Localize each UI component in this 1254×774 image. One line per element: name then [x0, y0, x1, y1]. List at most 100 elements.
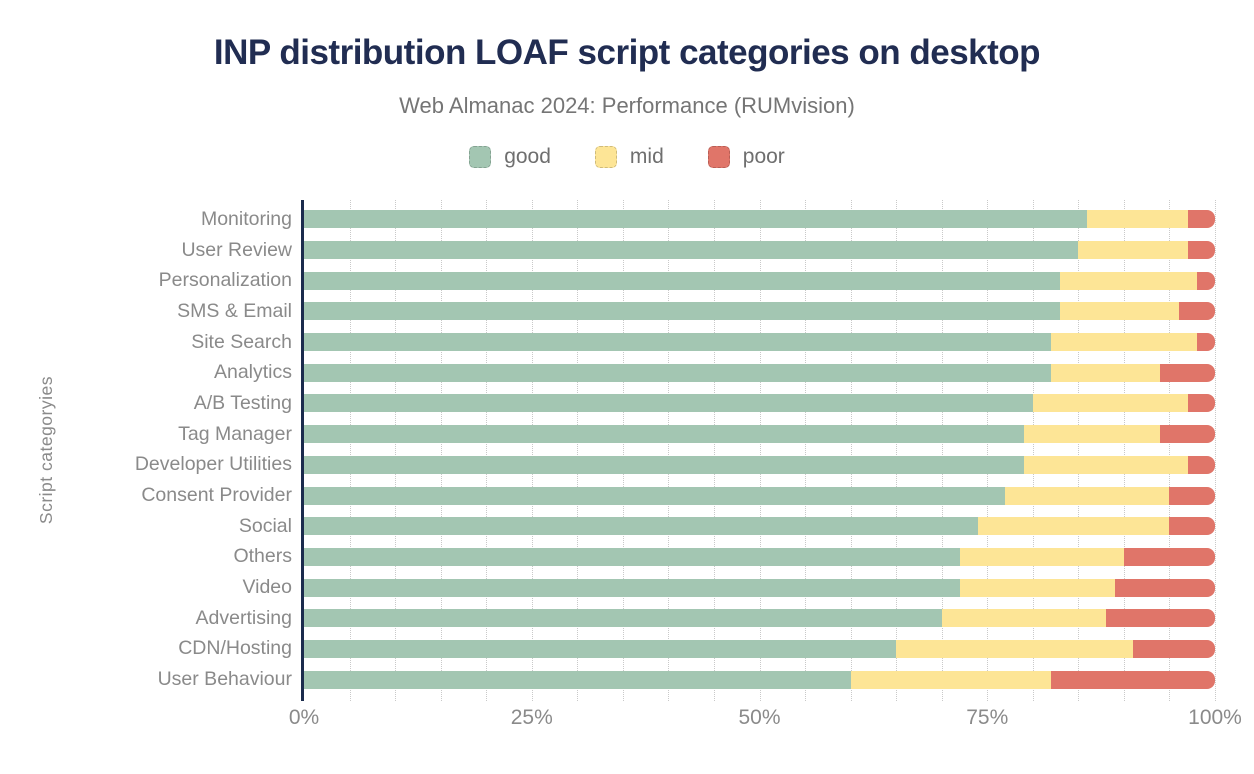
- page-subtitle: Web Almanac 2024: Performance (RUMvision…: [399, 93, 855, 118]
- stacked-bar: [304, 455, 1215, 474]
- stacked-bar: [304, 425, 1215, 444]
- minor-gridline: [896, 200, 898, 701]
- minor-gridline: [349, 200, 351, 701]
- bar-segment-poor: [1051, 670, 1215, 689]
- bar-segment-mid: [1087, 210, 1188, 229]
- bar-segment-good: [304, 670, 851, 689]
- bar-row: Site Search: [0, 327, 1215, 358]
- category-label: SMS & Email: [177, 299, 292, 322]
- category-label: Site Search: [191, 330, 292, 353]
- bar-row: SMS & Email: [0, 296, 1215, 327]
- category-label: Developer Utilities: [134, 453, 292, 476]
- bar-row: A/B Testing: [0, 388, 1215, 419]
- bar-segment-good: [304, 425, 1024, 444]
- stacked-bar: [304, 363, 1215, 382]
- stacked-bar: [304, 394, 1215, 413]
- bar-segment-good: [304, 210, 1088, 229]
- bar-segment-mid: [1023, 455, 1188, 474]
- bar-segment-good: [304, 394, 1033, 413]
- bar-segment-good: [304, 486, 1006, 505]
- bar-segment-mid: [1060, 271, 1197, 290]
- x-axis-tick-label: 25%: [510, 706, 553, 729]
- bar-segment-mid: [1060, 302, 1179, 321]
- bar-segment-mid: [850, 670, 1051, 689]
- x-axis-tick-label: 0%: [288, 706, 320, 729]
- minor-gridline: [1123, 200, 1125, 701]
- legend-label-mid: mid: [629, 145, 664, 168]
- minor-gridline: [1169, 200, 1171, 701]
- category-label: User Behaviour: [157, 668, 292, 691]
- bar-segment-good: [304, 517, 979, 536]
- minor-gridline: [850, 200, 852, 701]
- stacked-bar: [304, 639, 1215, 658]
- stacked-bar: [304, 302, 1215, 321]
- minor-gridline: [486, 200, 488, 701]
- category-label: Video: [242, 576, 292, 599]
- bar-segment-poor: [1196, 271, 1215, 290]
- page-title: INP distribution LOAF script categories …: [213, 33, 1041, 72]
- bar-row: Personalization: [0, 265, 1215, 296]
- bar-segment-good: [304, 455, 1024, 474]
- x-axis-tick-label: 75%: [966, 706, 1009, 729]
- minor-gridline: [622, 200, 624, 701]
- bar-segment-good: [304, 363, 1052, 382]
- bar-segment-poor: [1187, 210, 1215, 229]
- bar-segment-mid: [896, 639, 1133, 658]
- bar-segment-poor: [1105, 609, 1215, 628]
- bar-row: Social: [0, 511, 1215, 542]
- bar-segment-good: [304, 639, 897, 658]
- minor-gridline: [713, 200, 715, 701]
- bar-segment-poor: [1114, 578, 1215, 597]
- x-axis-tick-labels: 0% 25% 50% 75% 100%: [289, 706, 1242, 736]
- bar-segment-poor: [1187, 241, 1215, 260]
- bar-segment-poor: [1187, 394, 1215, 413]
- bar-segment-good: [304, 547, 960, 566]
- bar-segment-mid: [978, 517, 1170, 536]
- bar-row: Analytics: [0, 357, 1215, 388]
- stacked-bar: [304, 578, 1215, 597]
- chart-area: Script categoryies Monitoring User Review…: [0, 200, 1254, 760]
- bar-segment-poor: [1160, 363, 1215, 382]
- bar-segment-poor: [1169, 486, 1215, 505]
- bar-segment-good: [304, 578, 960, 597]
- bar-row: CDN/Hosting: [0, 634, 1215, 665]
- y-axis-line: [301, 200, 304, 701]
- category-label: Advertising: [195, 606, 292, 629]
- stacked-bar: [304, 547, 1215, 566]
- minor-gridline: [805, 200, 807, 701]
- stacked-bar: [304, 333, 1215, 352]
- bar-row: Video: [0, 572, 1215, 603]
- legend-label-poor: poor: [742, 145, 785, 168]
- bar-segment-poor: [1178, 302, 1215, 321]
- category-label: User Review: [181, 238, 292, 261]
- bar-row: Tag Manager: [0, 419, 1215, 450]
- poor-swatch-icon: [707, 146, 730, 168]
- bar-row: Developer Utilities: [0, 450, 1215, 481]
- stacked-bar: [304, 271, 1215, 290]
- chart-legend: good mid poor: [0, 145, 1254, 169]
- bar-row: User Review: [0, 235, 1215, 266]
- mid-swatch-icon: [594, 146, 617, 168]
- stacked-bar: [304, 517, 1215, 536]
- bar-segment-poor: [1187, 455, 1215, 474]
- stacked-bar: [304, 241, 1215, 260]
- bar-segment-mid: [959, 547, 1124, 566]
- stacked-bar: [304, 210, 1215, 229]
- category-label: Personalization: [158, 269, 292, 292]
- minor-gridline: [759, 200, 761, 701]
- bar-segment-poor: [1123, 547, 1215, 566]
- bar-row: Consent Provider: [0, 480, 1215, 511]
- minor-gridline: [395, 200, 397, 701]
- bar-segment-good: [304, 271, 1061, 290]
- legend-item-good: good: [469, 145, 551, 169]
- category-label: Social: [238, 514, 292, 537]
- category-label: Analytics: [213, 361, 292, 384]
- minor-gridline: [1032, 200, 1034, 701]
- bar-segment-good: [304, 609, 942, 628]
- bar-segment-good: [304, 333, 1052, 352]
- bar-segment-mid: [1023, 425, 1161, 444]
- minor-gridline: [1215, 200, 1216, 701]
- bar-segment-poor: [1133, 639, 1215, 658]
- category-label: A/B Testing: [193, 391, 292, 414]
- bar-segment-mid: [1032, 394, 1188, 413]
